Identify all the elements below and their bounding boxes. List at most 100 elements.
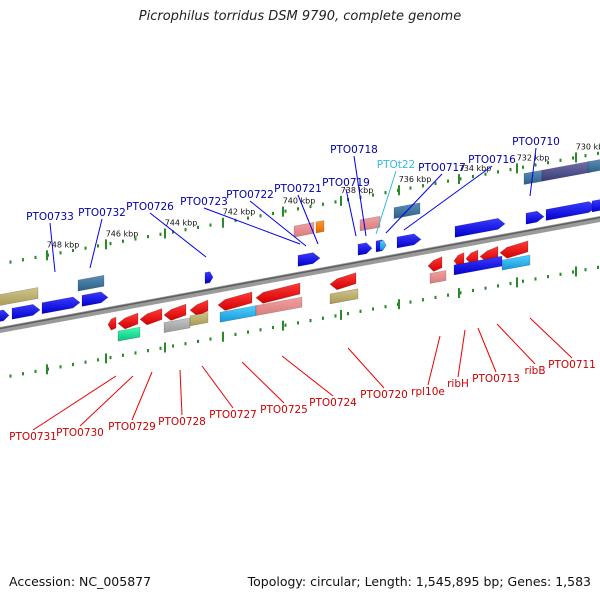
reverse-gene-arrow	[217, 291, 253, 311]
label-leader-line	[529, 317, 573, 359]
label-leader-line	[375, 170, 397, 235]
reverse-gene-arrow	[453, 252, 465, 267]
label-leader-line	[179, 369, 183, 416]
reverse-feature-block	[255, 296, 303, 317]
scale-label: 734 kbp	[459, 164, 492, 173]
gene-label: PTO0719	[322, 177, 370, 189]
label-leader-line	[477, 327, 497, 373]
forward-gene-arrow	[204, 271, 214, 284]
label-leader-line	[241, 361, 285, 404]
label-leader-line	[403, 165, 493, 231]
scale-label: 742 kbp	[223, 208, 256, 217]
gene-label: PTO0728	[158, 416, 206, 428]
label-leader-line	[203, 207, 301, 245]
label-leader-line	[89, 218, 103, 269]
forward-gene-arrow	[454, 218, 506, 238]
reverse-feature-block	[189, 312, 209, 327]
gene-label: PTO0717	[418, 162, 466, 174]
forward-feature-block	[315, 220, 325, 234]
gene-label: ribB	[524, 365, 545, 377]
reverse-feature-block	[117, 326, 141, 342]
reverse-gene-arrow	[189, 299, 209, 316]
gene-label: PTO0733	[26, 211, 74, 223]
forward-gene-arrow	[357, 242, 373, 256]
scale-label: 746 kbp	[106, 229, 139, 238]
forward-gene-arrow	[591, 199, 600, 213]
reverse-gene-arrow	[117, 312, 139, 330]
accession-text: Accession: NC_005877	[9, 574, 152, 589]
reverse-gene-arrow	[465, 249, 479, 265]
label-leader-line	[297, 194, 319, 245]
gene-label: PTO0730	[56, 427, 104, 439]
gene-label: PTO0727	[209, 409, 257, 421]
trna-gene-arrow	[379, 240, 387, 251]
gene-label: PTO0725	[260, 404, 308, 416]
label-leader-line	[347, 347, 385, 389]
forward-gene-arrow	[297, 252, 321, 267]
label-leader-line	[79, 375, 134, 427]
reverse-feature-block	[429, 270, 447, 284]
gene-label: PTO0721	[274, 183, 322, 195]
label-leader-line	[353, 155, 367, 237]
forward-gene-arrow	[396, 233, 422, 249]
label-leader-line	[529, 147, 537, 197]
label-leader-line	[345, 188, 357, 237]
forward-feature-block	[77, 274, 105, 292]
label-leader-line	[457, 329, 466, 378]
label-leader-line	[131, 371, 153, 421]
reverse-gene-arrow	[139, 308, 163, 326]
label-leader-line	[281, 355, 334, 397]
gene-label: ribH	[447, 378, 469, 390]
genome-backbone	[0, 215, 600, 334]
scale-label: 738 kbp	[341, 186, 374, 195]
gene-label: PTO0710	[512, 136, 560, 148]
reverse-gene-arrow	[427, 256, 443, 272]
forward-gene-arrow	[0, 309, 10, 322]
forward-feature-block	[293, 222, 315, 238]
map-title: Picrophilus torridus DSM 9790, complete …	[138, 9, 462, 24]
gene-label: PTO0716	[468, 154, 516, 166]
gene-label: PTO0723	[180, 196, 228, 208]
gene-label: PTO0718	[330, 144, 378, 156]
label-leader-line	[49, 222, 56, 273]
forward-feature-block	[0, 287, 39, 306]
gene-label: PTO0724	[309, 397, 357, 409]
gene-label: PTO0720	[360, 389, 408, 401]
gene-label: PTO0731	[9, 431, 57, 443]
gene-label: PTO0732	[78, 207, 126, 219]
label-leader-line	[385, 173, 443, 234]
gene-label: PTO0726	[126, 201, 174, 213]
gene-label: PTO0722	[226, 189, 274, 201]
reverse-gene-arrow	[329, 272, 357, 291]
label-leader-line	[149, 212, 207, 258]
genome-backbone-edge	[0, 216, 600, 330]
label-leader-line	[32, 375, 117, 431]
gene-label: PTO0713	[472, 373, 520, 385]
scale-label: 748 kbp	[47, 240, 80, 249]
scale-label: 736 kbp	[399, 175, 432, 184]
reverse-gene-arrow	[499, 240, 529, 259]
forward-gene-arrow	[81, 291, 109, 307]
reverse-gene-arrow	[163, 303, 187, 321]
reverse-feature-block	[163, 317, 191, 334]
forward-feature-block	[541, 160, 591, 182]
reverse-gene-arrow	[255, 282, 301, 304]
label-leader-line	[201, 365, 234, 409]
scale-label: 744 kbp	[165, 218, 198, 227]
forward-gene-arrow	[41, 296, 81, 315]
reverse-feature-block	[329, 288, 359, 305]
forward-gene-arrow	[545, 201, 597, 221]
label-leader-line	[496, 323, 536, 365]
gene-label: PTO0711	[548, 359, 596, 371]
label-leader-line	[427, 335, 441, 386]
gene-label: PTOt22	[377, 159, 416, 171]
reverse-feature-block	[501, 254, 531, 271]
scale-label: 732 kbp	[517, 153, 550, 162]
forward-gene-arrow	[11, 304, 41, 320]
label-leader-line	[249, 200, 307, 247]
scale-label: 730 kbp	[576, 142, 600, 151]
scale-label: 740 kbp	[283, 197, 316, 206]
gene-label: rpl10e	[411, 386, 445, 398]
